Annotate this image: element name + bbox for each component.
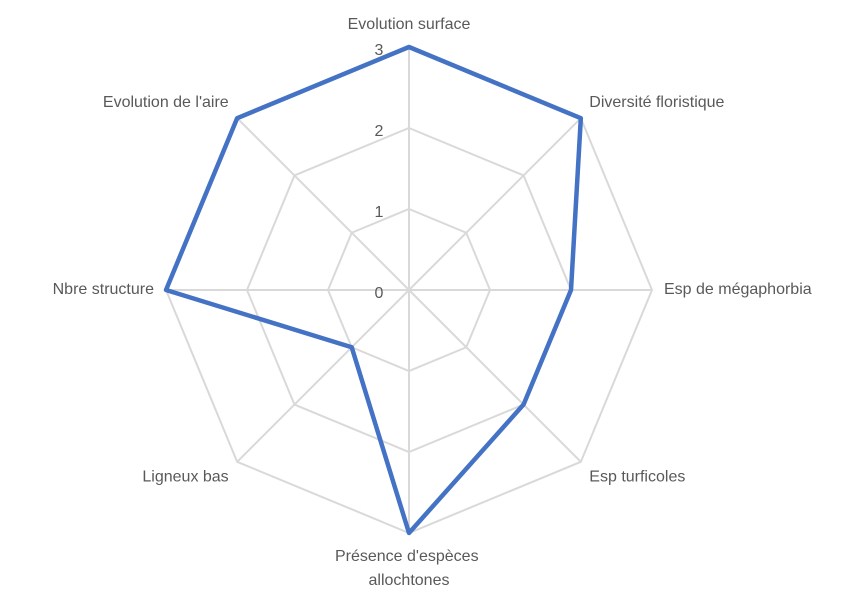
category-label: Evolution de l'aire — [103, 94, 229, 111]
r-tick-label: 0 — [375, 285, 384, 302]
spoke — [408, 117, 582, 291]
series-line — [163, 44, 584, 536]
category-label: Esp turficoles — [589, 469, 685, 486]
spoke — [236, 117, 410, 291]
category-label: Esp de mégaphorbia — [664, 281, 812, 298]
category-label: Ligneux bas — [142, 469, 228, 486]
r-tick-label: 2 — [375, 123, 384, 140]
category-label: Nbre structure — [53, 281, 154, 298]
spoke — [408, 289, 582, 463]
category-label: Diversité floristique — [589, 94, 724, 111]
spoke — [236, 289, 410, 463]
category-label: Evolution surface — [348, 16, 471, 33]
category-label: Présence d'espèces allochtones — [335, 548, 483, 589]
r-tick-label: 1 — [375, 204, 384, 221]
r-tick-label: 3 — [375, 42, 384, 59]
